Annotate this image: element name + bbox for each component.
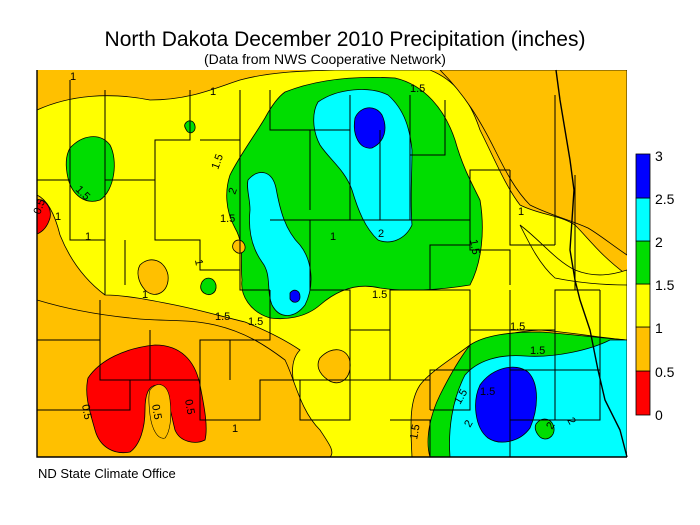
- zone-2-to-2-5-west-central: [247, 172, 312, 316]
- zone-0-to-0-5-west-edge: [37, 199, 51, 235]
- zone-2-to-2-5-central: [313, 89, 413, 243]
- legend-label-1-5: 1.5: [655, 277, 675, 293]
- contour-label: 0.5: [32, 198, 49, 216]
- contour-label: 0.5: [149, 403, 163, 420]
- contour-label: 2: [564, 416, 577, 427]
- map-title: North Dakota December 2010 Precipitation…: [104, 28, 586, 51]
- contour-label: 1: [142, 289, 148, 301]
- contour-label: 1: [192, 258, 205, 266]
- contour-label: 2: [227, 186, 240, 196]
- map-subtitle: (Data from NWS Cooperative Network): [204, 51, 446, 67]
- zone-1-5-to-2-southeast-dot: [534, 418, 555, 440]
- legend-label-2-5: 2.5: [655, 191, 675, 207]
- contour-label: 2: [544, 420, 557, 431]
- legend-swatch: [635, 283, 651, 328]
- contour-label: 0.5: [79, 403, 93, 420]
- state-outline: [36, 69, 628, 458]
- zone-0-5-to-1-northwest-bump: [137, 259, 169, 295]
- contour-label: 1: [330, 231, 336, 243]
- legend-colorbar: [635, 153, 651, 416]
- legend-swatch: [635, 370, 651, 416]
- contour-label: 2: [462, 418, 475, 429]
- contour-label: 1: [85, 231, 91, 243]
- legend-swatch: [635, 197, 651, 242]
- zone-0-5-to-1-southwest-gap: [148, 384, 172, 439]
- contour-label: 1: [232, 423, 238, 435]
- legend-swatch: [635, 153, 651, 199]
- contour-label: 1: [518, 206, 524, 218]
- zone-2-5-to-3-small: [289, 289, 301, 303]
- legend-swatch: [635, 326, 651, 372]
- contour-label: 1.5: [408, 423, 422, 440]
- legend-label-1: 1: [655, 320, 663, 336]
- contour-label: 1.5: [215, 311, 230, 323]
- contour-label: 2: [378, 228, 384, 240]
- credit-text: ND State Climate Office: [38, 466, 176, 481]
- contour-labels: 1 1.5 1.5 1 1.5 2 1.5 1.5 1 1 1.5 1.5 1.…: [32, 71, 578, 441]
- contour-label: 1: [210, 86, 216, 98]
- legend-swatch: [635, 240, 651, 285]
- contour-label: 1.5: [248, 316, 263, 328]
- legend-label-3: 3: [655, 148, 663, 164]
- contour-label: 1.5: [480, 386, 495, 398]
- contour-label: 1: [55, 211, 61, 223]
- zone-2-5-to-3-southeast: [475, 366, 537, 443]
- contour-label: 1.5: [210, 153, 227, 171]
- zone-0-5-to-1-northeast: [439, 70, 627, 256]
- zone-2-5-to-3-north: [353, 107, 386, 149]
- legend-label-0: 0: [655, 407, 663, 423]
- contour-label: 1.5: [530, 345, 545, 357]
- zone-1-5-to-2-small: [200, 277, 217, 295]
- contour-label: 1.5: [467, 238, 481, 255]
- contour-label: 1.5: [410, 83, 425, 95]
- legend-label-2: 2: [655, 234, 663, 250]
- contour-label: 1: [70, 71, 76, 83]
- legend-label-0-5: 0.5: [655, 364, 675, 380]
- contour-label: 1.5: [372, 289, 387, 301]
- zone-0-5-to-1-center-dot: [232, 239, 246, 254]
- contour-label: 1.5: [510, 321, 525, 333]
- contour-label: 1.5: [220, 213, 235, 225]
- county-boundaries: [37, 80, 601, 457]
- zone-1-5-to-2-northwest: [65, 136, 115, 202]
- contour-label: 0.5: [182, 398, 196, 415]
